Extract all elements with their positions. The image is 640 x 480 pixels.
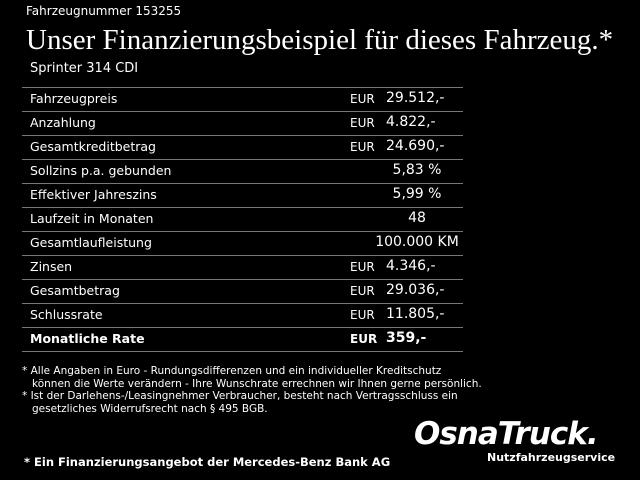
row-label: Sollzins p.a. gebunden xyxy=(30,163,172,178)
row-divider xyxy=(22,183,463,184)
footnote-line: gesetzliches Widerrufsrecht nach § 495 B… xyxy=(32,402,268,415)
row-label: Effektiver Jahreszins xyxy=(30,187,157,202)
footnote-line: * Ist der Darlehens-/Leasingnehmer Verbr… xyxy=(22,390,458,402)
row-value: 11.805,- xyxy=(386,306,445,322)
row-value: 5,83 % xyxy=(392,162,442,178)
row-label: Zinsen xyxy=(30,259,73,274)
model: Sprinter 314 CDI xyxy=(30,61,139,76)
row-label: Gesamtlaufleistung xyxy=(30,235,152,250)
row-currency: EUR xyxy=(350,116,375,130)
vehicle-number: Fahrzeugnummer 153255 xyxy=(26,4,182,18)
footer-note: * Ein Finanzierungsangebot der Mercedes-… xyxy=(24,455,391,469)
title: Unser Finanzierungsbeispiel für dieses F… xyxy=(26,24,614,56)
row-value: 5,99 % xyxy=(392,186,442,202)
row-value: 359,- xyxy=(386,330,427,346)
row-label: Anzahlung xyxy=(30,115,96,130)
row-divider xyxy=(22,303,463,304)
row-value: 29.512,- xyxy=(386,90,445,106)
row-divider xyxy=(22,255,463,256)
row-divider xyxy=(22,87,463,88)
row-label: Schlussrate xyxy=(30,307,103,322)
row-value: 29.036,- xyxy=(386,282,445,298)
row-value: 4.822,- xyxy=(386,114,436,130)
row-divider xyxy=(22,159,463,160)
row-divider xyxy=(22,351,463,352)
row-currency: EUR xyxy=(350,260,375,274)
logo-subtitle: Nutzfahrzeugservice xyxy=(487,451,616,464)
row-value: 48 xyxy=(408,210,426,226)
logo: OsnaTruck. xyxy=(414,416,599,452)
row-divider xyxy=(22,135,463,136)
row-divider xyxy=(22,111,463,112)
row-value: 100.000 KM xyxy=(375,234,459,250)
row-currency: EUR xyxy=(350,332,378,346)
row-label: Monatliche Rate xyxy=(30,331,145,346)
footnote-line: können die Werte verändern - Ihre Wunsch… xyxy=(32,377,482,390)
row-divider xyxy=(22,207,463,208)
row-currency: EUR xyxy=(350,92,375,106)
row-label: Gesamtkreditbetrag xyxy=(30,139,156,154)
row-value: 24.690,- xyxy=(386,138,445,154)
row-label: Gesamtbetrag xyxy=(30,283,120,298)
row-label: Laufzeit in Monaten xyxy=(30,211,154,226)
row-currency: EUR xyxy=(350,284,375,298)
row-divider xyxy=(22,279,463,280)
footnote-line: * Alle Angaben in Euro - Rundungsdiffere… xyxy=(22,365,442,377)
row-divider xyxy=(22,231,463,232)
row-currency: EUR xyxy=(350,308,375,322)
row-currency: EUR xyxy=(350,140,375,154)
row-divider xyxy=(22,327,463,328)
row-value: 4.346,- xyxy=(386,258,436,274)
row-label: Fahrzeugpreis xyxy=(30,91,118,106)
